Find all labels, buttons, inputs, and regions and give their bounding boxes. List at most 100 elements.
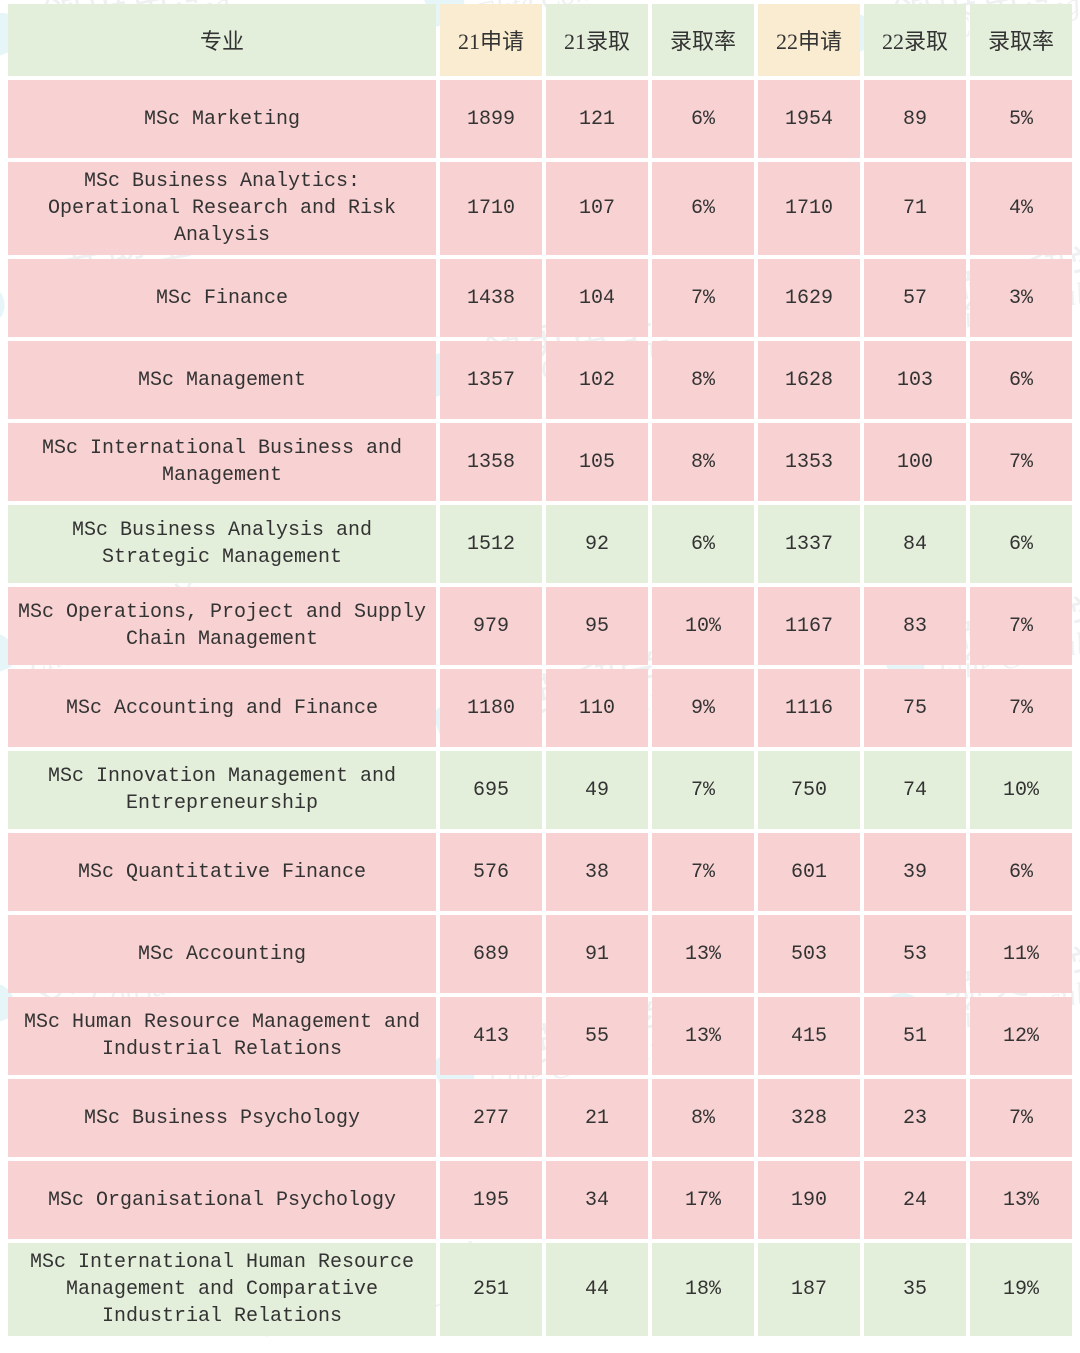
table-row: MSc Marketing18991216%1954895% xyxy=(8,80,1072,158)
cell-admit-21: 49 xyxy=(546,751,648,829)
col-header-5: 22录取 xyxy=(864,4,966,76)
table-row: MSc Finance14381047%1629573% xyxy=(8,259,1072,337)
cell-apply-21: 277 xyxy=(440,1079,542,1157)
table-row: MSc Organisational Psychology1953417%190… xyxy=(8,1161,1072,1239)
table-row: MSc Innovation Management and Entreprene… xyxy=(8,751,1072,829)
cell-program: MSc Finance xyxy=(8,259,436,337)
table-row: MSc Management13571028%16281036% xyxy=(8,341,1072,419)
cell-admit-22: 74 xyxy=(864,751,966,829)
col-header-2: 21录取 xyxy=(546,4,648,76)
cell-program: MSc Human Resource Management and Indust… xyxy=(8,997,436,1075)
table-row: MSc Operations, Project and Supply Chain… xyxy=(8,587,1072,665)
cell-rate-21: 6% xyxy=(652,80,754,158)
cell-apply-22: 1629 xyxy=(758,259,860,337)
cell-apply-21: 1710 xyxy=(440,162,542,255)
cell-admit-21: 92 xyxy=(546,505,648,583)
cell-rate-22: 11% xyxy=(970,915,1072,993)
cell-admit-21: 91 xyxy=(546,915,648,993)
cell-rate-22: 19% xyxy=(970,1243,1072,1336)
col-header-4: 22申请 xyxy=(758,4,860,76)
cell-apply-22: 1353 xyxy=(758,423,860,501)
cell-rate-21: 6% xyxy=(652,162,754,255)
cell-admit-21: 44 xyxy=(546,1243,648,1336)
cell-admit-21: 121 xyxy=(546,80,648,158)
cell-apply-21: 1357 xyxy=(440,341,542,419)
cell-apply-22: 1710 xyxy=(758,162,860,255)
cell-program: MSc Operations, Project and Supply Chain… xyxy=(8,587,436,665)
table-row: MSc Business Psychology277218%328237% xyxy=(8,1079,1072,1157)
table-row: MSc Accounting and Finance11801109%11167… xyxy=(8,669,1072,747)
cell-apply-21: 979 xyxy=(440,587,542,665)
cell-apply-21: 195 xyxy=(440,1161,542,1239)
cell-rate-21: 17% xyxy=(652,1161,754,1239)
cell-admit-21: 102 xyxy=(546,341,648,419)
cell-admit-22: 83 xyxy=(864,587,966,665)
cell-rate-22: 13% xyxy=(970,1161,1072,1239)
cell-program: MSc International Business and Managemen… xyxy=(8,423,436,501)
cell-admit-21: 55 xyxy=(546,997,648,1075)
cell-program: MSc Organisational Psychology xyxy=(8,1161,436,1239)
table-row: MSc International Business and Managemen… xyxy=(8,423,1072,501)
cell-program: MSc Business Analysis and Strategic Mana… xyxy=(8,505,436,583)
cell-admit-21: 38 xyxy=(546,833,648,911)
cell-apply-21: 251 xyxy=(440,1243,542,1336)
cell-admit-22: 75 xyxy=(864,669,966,747)
cell-rate-21: 7% xyxy=(652,259,754,337)
cell-rate-22: 5% xyxy=(970,80,1072,158)
cell-program: MSc Accounting xyxy=(8,915,436,993)
col-header-3: 录取率 xyxy=(652,4,754,76)
table-row: MSc Quantitative Finance576387%601396% xyxy=(8,833,1072,911)
cell-apply-22: 750 xyxy=(758,751,860,829)
cell-rate-21: 9% xyxy=(652,669,754,747)
cell-rate-22: 7% xyxy=(970,669,1072,747)
cell-apply-22: 328 xyxy=(758,1079,860,1157)
cell-rate-21: 8% xyxy=(652,341,754,419)
cell-admit-22: 35 xyxy=(864,1243,966,1336)
cell-admit-22: 84 xyxy=(864,505,966,583)
cell-admit-22: 100 xyxy=(864,423,966,501)
cell-apply-21: 413 xyxy=(440,997,542,1075)
cell-rate-21: 8% xyxy=(652,423,754,501)
table-body: MSc Marketing18991216%1954895%MSc Busine… xyxy=(8,80,1072,1336)
cell-apply-21: 576 xyxy=(440,833,542,911)
cell-admit-21: 34 xyxy=(546,1161,648,1239)
cell-program: MSc Innovation Management and Entreprene… xyxy=(8,751,436,829)
cell-admit-22: 39 xyxy=(864,833,966,911)
cell-program: MSc Accounting and Finance xyxy=(8,669,436,747)
cell-rate-21: 7% xyxy=(652,833,754,911)
table-header-row: 专业21申请21录取录取率22申请22录取录取率 xyxy=(8,4,1072,76)
cell-apply-22: 1954 xyxy=(758,80,860,158)
cell-admit-22: 89 xyxy=(864,80,966,158)
cell-apply-22: 1167 xyxy=(758,587,860,665)
cell-admit-22: 51 xyxy=(864,997,966,1075)
cell-apply-21: 1512 xyxy=(440,505,542,583)
cell-admit-21: 110 xyxy=(546,669,648,747)
cell-admit-21: 95 xyxy=(546,587,648,665)
cell-rate-21: 10% xyxy=(652,587,754,665)
cell-admit-21: 104 xyxy=(546,259,648,337)
cell-rate-22: 4% xyxy=(970,162,1072,255)
cell-rate-21: 13% xyxy=(652,997,754,1075)
cell-admit-21: 21 xyxy=(546,1079,648,1157)
table-row: MSc Business Analysis and Strategic Mana… xyxy=(8,505,1072,583)
cell-program: MSc Business Analytics: Operational Rese… xyxy=(8,162,436,255)
cell-apply-22: 503 xyxy=(758,915,860,993)
cell-admit-22: 23 xyxy=(864,1079,966,1157)
cell-apply-21: 1358 xyxy=(440,423,542,501)
cell-apply-22: 190 xyxy=(758,1161,860,1239)
cell-program: MSc Marketing xyxy=(8,80,436,158)
col-header-program: 专业 xyxy=(8,4,436,76)
cell-rate-22: 3% xyxy=(970,259,1072,337)
cell-apply-21: 1899 xyxy=(440,80,542,158)
cell-admit-22: 71 xyxy=(864,162,966,255)
col-header-6: 录取率 xyxy=(970,4,1072,76)
cell-rate-21: 6% xyxy=(652,505,754,583)
cell-apply-22: 601 xyxy=(758,833,860,911)
col-header-1: 21申请 xyxy=(440,4,542,76)
cell-rate-22: 6% xyxy=(970,505,1072,583)
cell-rate-22: 7% xyxy=(970,423,1072,501)
cell-apply-21: 1180 xyxy=(440,669,542,747)
cell-program: MSc Quantitative Finance xyxy=(8,833,436,911)
cell-rate-22: 10% xyxy=(970,751,1072,829)
table-row: MSc International Human Resource Managem… xyxy=(8,1243,1072,1336)
